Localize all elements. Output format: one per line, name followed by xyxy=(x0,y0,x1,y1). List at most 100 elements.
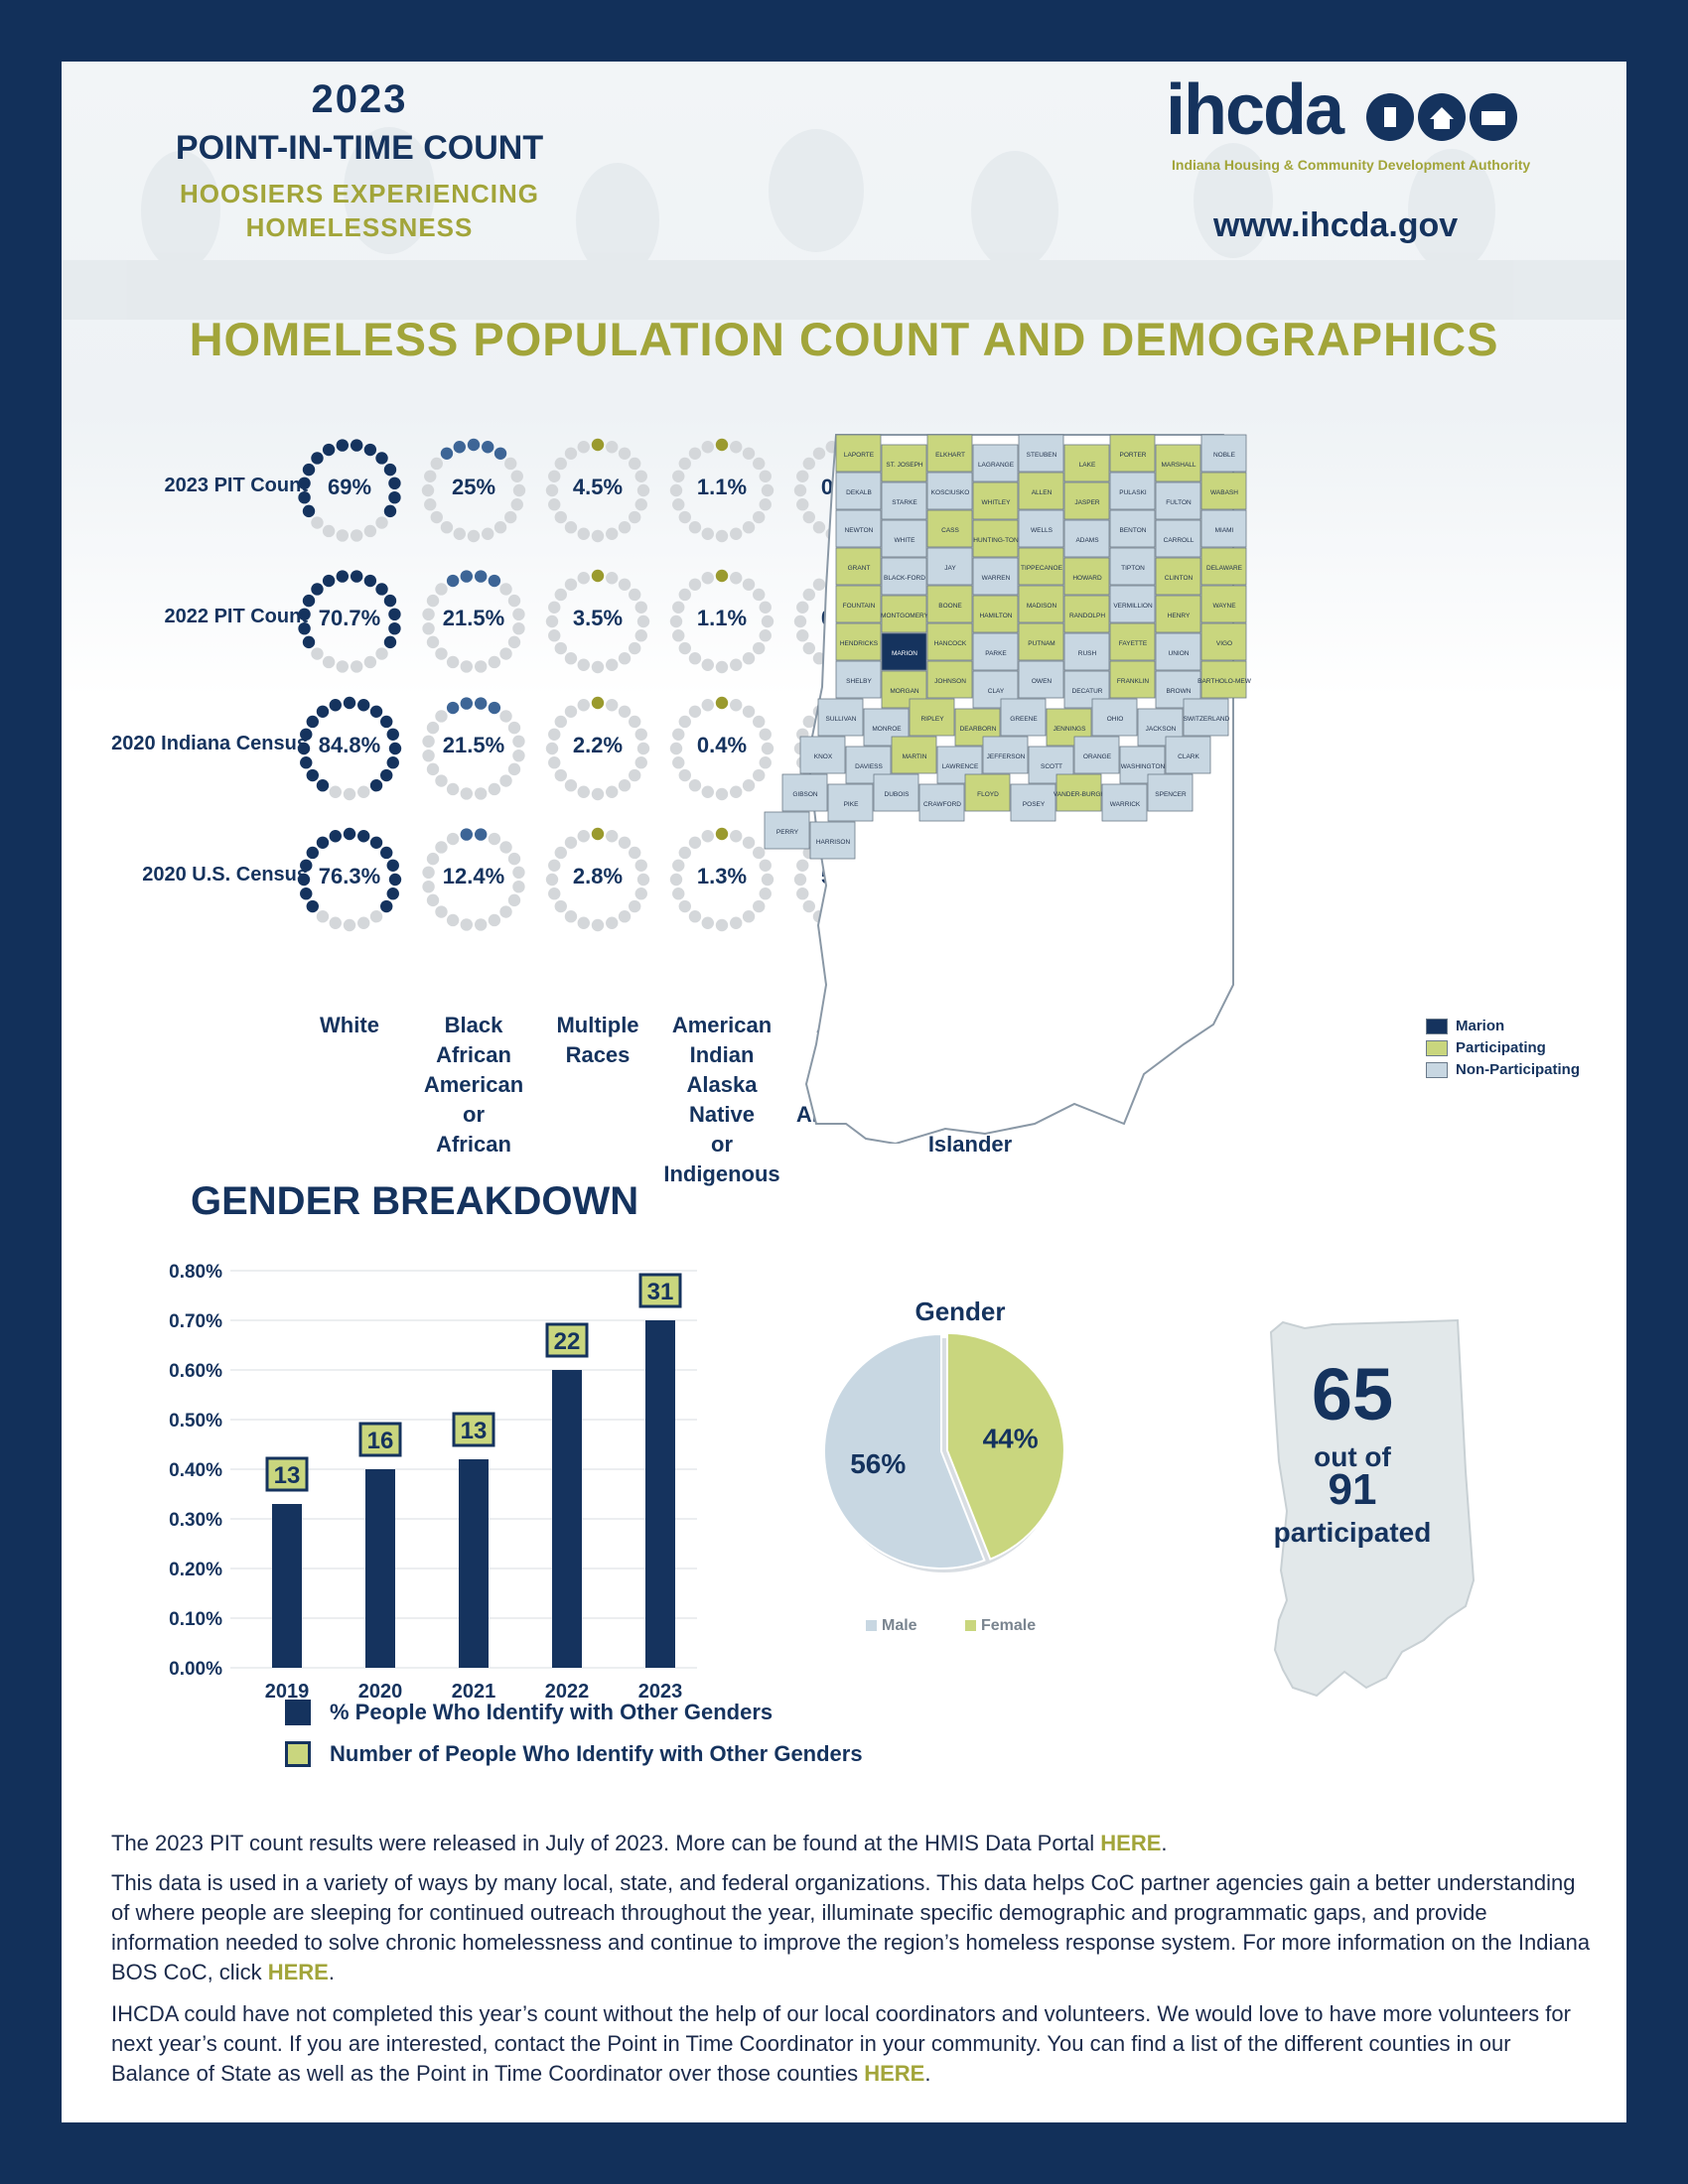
count-label-box xyxy=(638,1273,682,1308)
column-label-line: or xyxy=(463,1102,485,1127)
county-ripley xyxy=(909,698,955,737)
ring-dot-empty xyxy=(759,470,772,482)
count-label-box xyxy=(265,1456,309,1492)
ring-dot-filled xyxy=(302,463,316,477)
hands-watermark xyxy=(62,127,1626,320)
ring-dot-empty xyxy=(796,601,809,614)
ring-dot-empty xyxy=(742,910,756,923)
ring-dot-empty xyxy=(753,588,766,602)
bos-coc-link[interactable]: HERE xyxy=(267,1960,329,1984)
ring-dot-empty xyxy=(802,588,815,602)
ring-dot-empty xyxy=(636,873,650,887)
county-shelby xyxy=(835,660,882,699)
column-label-line: or xyxy=(711,1132,733,1157)
ring-dot-filled xyxy=(300,859,313,872)
county-label: CARROLL xyxy=(1164,537,1195,544)
ring-dot-filled xyxy=(298,608,311,621)
ring-dot-empty xyxy=(812,447,826,460)
ring-dot-filled xyxy=(388,477,401,490)
county-miami xyxy=(1200,509,1247,548)
count-label: 16 xyxy=(367,1428,394,1454)
county-laporte xyxy=(835,434,882,473)
county-map-svg: LAPORTE ST. JOSEPH ELKHART LAGRANGE STEUBEN L… xyxy=(764,434,1252,1144)
ring-dot-filled xyxy=(591,569,605,583)
column-label: Black African American or African xyxy=(409,1011,538,1160)
ring-dot-empty xyxy=(618,779,632,792)
ring-dot-empty xyxy=(812,521,826,534)
ring-dot-filled xyxy=(316,836,330,849)
county-wells xyxy=(1018,509,1064,548)
ring-dot-filled xyxy=(302,504,316,518)
ring-dot-empty xyxy=(759,629,772,642)
ring-dot-empty xyxy=(577,830,590,843)
ring-dot-empty xyxy=(474,660,488,673)
ring-dot-empty xyxy=(759,728,772,741)
ring-dot-empty xyxy=(512,880,525,893)
county-label: FLOYD xyxy=(977,791,999,798)
ring-dot-empty xyxy=(672,756,685,769)
footer-p1-text: The 2023 PIT count results were released… xyxy=(111,1831,1101,1855)
ring-dot-empty xyxy=(422,735,435,749)
coordinators-link[interactable]: HERE xyxy=(864,2061,925,2086)
county-label: MARSHALL xyxy=(1161,462,1196,469)
dot-ring xyxy=(422,828,525,931)
ring-dot-filled xyxy=(388,621,401,635)
ring-dot-empty xyxy=(512,735,525,749)
report-subtitle-line1: HOOSIERS EXPERIENCING xyxy=(180,179,539,208)
ring-dot-filled xyxy=(298,621,311,635)
county-label: LAPORTE xyxy=(844,452,875,459)
ring-dot-empty xyxy=(688,705,702,718)
ring-dot-empty xyxy=(329,916,342,929)
county-switzerland xyxy=(1183,698,1229,737)
ring-dot-empty xyxy=(545,614,559,628)
county-benton xyxy=(1109,509,1156,548)
ring-dot-empty xyxy=(424,470,437,482)
ring-dot-empty xyxy=(669,614,683,628)
bar xyxy=(365,1469,395,1668)
county-howard xyxy=(1063,557,1110,596)
ihcda-logo-text: ihcda xyxy=(1166,70,1344,150)
county-lagrange xyxy=(972,444,1019,482)
dot-ring xyxy=(545,827,650,932)
ring-dot-filled xyxy=(350,570,363,583)
ring-dot-empty xyxy=(669,483,683,497)
percent-value: 3.5% xyxy=(572,606,624,630)
ring-dot-empty xyxy=(796,470,809,482)
ring-dot-empty xyxy=(672,498,685,511)
ring-dot-empty xyxy=(311,516,324,529)
ring-dot-empty xyxy=(446,782,460,796)
county-label: OHIO xyxy=(1107,716,1124,723)
ring-dot-empty xyxy=(507,893,521,907)
hmis-portal-link[interactable]: HERE xyxy=(1100,1831,1162,1855)
ring-dot-filled xyxy=(488,574,501,588)
county-hamilton xyxy=(972,595,1019,633)
ring-dot-empty xyxy=(701,441,714,454)
ring-dot-empty xyxy=(554,715,567,729)
column-label-line: African xyxy=(436,1042,511,1067)
ring-dot-empty xyxy=(606,830,619,843)
ring-dot-empty xyxy=(422,749,435,762)
column-label: American Indian Alaska Native or Indigenous xyxy=(657,1011,786,1189)
percent-ring: 3.5% xyxy=(542,566,653,677)
ring-dot-empty xyxy=(564,779,578,792)
row-label: 2020 Indiana Census xyxy=(111,733,308,754)
ring-dot-filled xyxy=(316,779,330,792)
county-label: ELKHART xyxy=(935,452,965,459)
ring-dot-empty xyxy=(499,905,512,918)
county-dubois xyxy=(873,773,919,812)
footer-p2-text: This data is used in a variety of ways b… xyxy=(111,1870,1591,1984)
ring-dot-empty xyxy=(606,527,619,540)
ring-dot-empty xyxy=(629,899,641,913)
percent-ring: 0.4% xyxy=(666,693,777,804)
pie-legend-swatch xyxy=(965,1620,976,1631)
website-link[interactable]: www.ihcda.gov xyxy=(1213,206,1459,244)
ring-dot-empty xyxy=(753,510,766,524)
county-label: MIAMI xyxy=(1215,527,1234,534)
y-tick-label: 0.00% xyxy=(169,1659,222,1680)
ring-dot-empty xyxy=(629,641,641,655)
ring-dot-filled xyxy=(591,827,605,841)
pie-slice xyxy=(823,1332,986,1570)
ring-dot-empty xyxy=(422,608,435,621)
ring-dot-filled xyxy=(388,608,401,621)
county-kosciusko xyxy=(926,472,973,510)
